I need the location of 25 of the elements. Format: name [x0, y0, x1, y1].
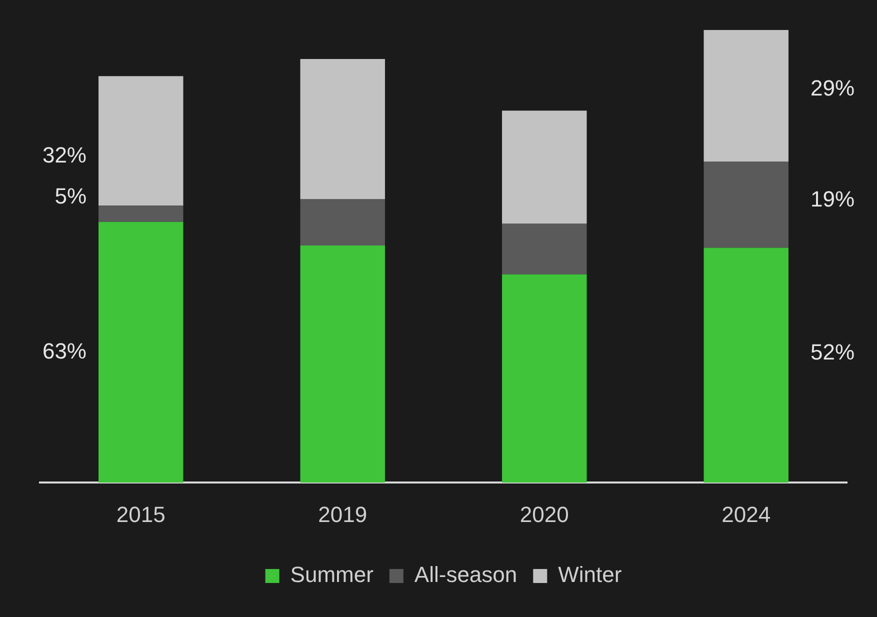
- bar: [300, 245, 385, 483]
- bar: [98, 222, 184, 483]
- bar: [502, 274, 587, 483]
- annotation: 29%: [810, 75, 855, 100]
- legend-label: Summer: [290, 562, 374, 588]
- annotation: 32%: [42, 142, 87, 168]
- bar: [300, 199, 385, 246]
- bar: [704, 30, 788, 162]
- x-tick-label: 2019: [318, 502, 368, 527]
- bar: [704, 248, 788, 483]
- bar: [502, 224, 587, 274]
- x-tick-label: 2020: [520, 502, 569, 527]
- annotation: 19%: [810, 186, 855, 212]
- annotation: 5%: [54, 184, 87, 209]
- x-tick-label: 2015: [116, 502, 166, 527]
- annotation: 63%: [42, 338, 87, 364]
- bar: [502, 110, 587, 224]
- legend-label: All-season: [414, 562, 518, 588]
- bar: [300, 58, 385, 200]
- bar: [704, 162, 788, 248]
- legend-label: Winter: [558, 562, 622, 588]
- bar: [98, 206, 184, 222]
- annotation: 52%: [810, 339, 855, 364]
- bar: [98, 76, 184, 206]
- x-tick-label: 2024: [722, 502, 771, 527]
